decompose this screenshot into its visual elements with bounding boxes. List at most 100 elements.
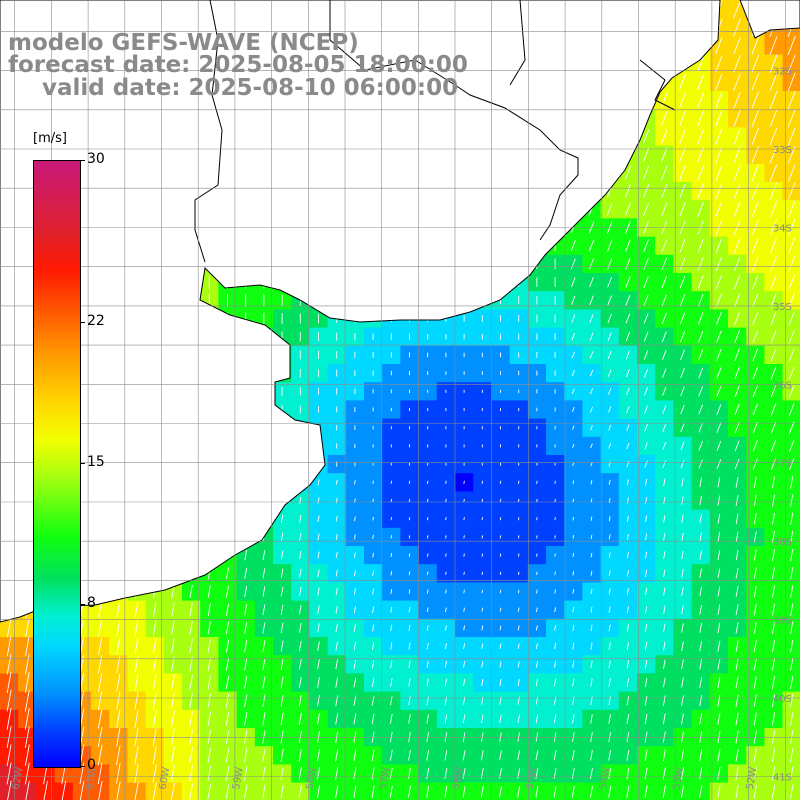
wind-arrow xyxy=(462,714,466,724)
wind-arrow xyxy=(733,183,741,199)
wind-arrow xyxy=(699,604,703,615)
wind-arrow xyxy=(716,330,722,343)
wind-arrow xyxy=(98,655,103,674)
wind-arrow xyxy=(152,638,157,654)
wind-arrow xyxy=(280,532,284,542)
wind-arrow xyxy=(98,637,103,655)
wind-arrow xyxy=(770,293,777,308)
colorbar-tick xyxy=(80,322,85,323)
wind-arrow xyxy=(24,689,30,712)
wind-arrow xyxy=(645,533,648,541)
wind-arrow xyxy=(662,405,667,414)
wind-arrow xyxy=(680,749,685,762)
wind-arrow xyxy=(408,589,411,594)
wind-arrow xyxy=(608,424,612,431)
wind-arrow xyxy=(753,603,757,616)
wind-arrow xyxy=(626,624,630,632)
wind-arrow xyxy=(769,91,778,110)
wind-arrow xyxy=(372,570,375,576)
wind-arrow xyxy=(626,785,630,798)
wind-arrow xyxy=(152,602,157,618)
wind-arrow xyxy=(626,570,629,577)
wind-arrow xyxy=(171,692,175,709)
wind-arrow xyxy=(426,750,430,761)
wind-arrow xyxy=(643,331,649,342)
wind-arrow xyxy=(6,636,12,656)
wind-arrow xyxy=(462,750,466,761)
colorbar-tick xyxy=(80,766,85,767)
wind-arrow xyxy=(698,404,704,415)
wind-arrow xyxy=(787,109,796,128)
wind-arrow xyxy=(280,586,284,597)
wind-arrow xyxy=(734,367,740,380)
wind-arrow xyxy=(717,622,721,634)
wind-arrow xyxy=(661,349,667,360)
wind-arrow xyxy=(262,658,266,671)
wind-arrow xyxy=(644,605,648,614)
wind-arrow xyxy=(25,780,30,800)
wind-arrow xyxy=(733,36,741,55)
wind-arrow xyxy=(679,147,686,163)
longitude-label: 52W xyxy=(745,766,760,790)
wind-arrow xyxy=(426,714,429,724)
wind-arrow xyxy=(571,785,575,798)
wind-arrow xyxy=(408,714,411,724)
wind-arrow xyxy=(499,498,502,503)
wind-arrow xyxy=(679,238,686,253)
wind-arrow xyxy=(499,625,502,631)
wind-arrow xyxy=(626,588,629,595)
wind-arrow xyxy=(753,694,757,707)
wind-arrow xyxy=(680,386,685,397)
wind-arrow xyxy=(735,586,739,597)
wind-arrow xyxy=(499,607,502,612)
wind-arrow xyxy=(6,671,12,694)
wind-arrow xyxy=(680,349,685,361)
wind-arrow xyxy=(625,276,631,288)
wind-arrow xyxy=(753,748,757,762)
wind-arrow xyxy=(733,164,741,181)
wind-arrow xyxy=(463,517,465,521)
wind-arrow xyxy=(134,691,139,710)
wind-arrow xyxy=(680,423,685,433)
wind-arrow xyxy=(699,695,703,707)
wind-arrow xyxy=(680,767,685,780)
wind-arrow xyxy=(554,589,556,594)
wind-arrow xyxy=(262,640,266,652)
wind-arrow xyxy=(280,604,284,615)
wind-arrow xyxy=(25,654,30,675)
wind-arrow xyxy=(134,602,139,618)
wind-arrow xyxy=(207,585,211,598)
wind-arrow xyxy=(152,764,157,783)
wind-arrow xyxy=(61,780,67,800)
wind-arrow xyxy=(645,515,648,523)
wind-arrow xyxy=(699,767,703,780)
wind-arrow xyxy=(790,585,794,598)
wind-arrow xyxy=(608,660,611,669)
wind-arrow xyxy=(790,712,794,726)
wind-arrow xyxy=(588,239,595,252)
colorbar-tick xyxy=(80,604,85,605)
longitude-label: 54W xyxy=(598,766,613,790)
wind-arrow xyxy=(134,745,139,765)
model-title: modelo GEFS-WAVE (NCEP) xyxy=(8,30,359,56)
wind-arrow xyxy=(171,638,175,654)
wind-arrow xyxy=(790,512,794,525)
wind-arrow xyxy=(426,517,429,521)
wind-arrow xyxy=(697,257,704,271)
wind-arrow xyxy=(444,750,448,761)
wind-arrow xyxy=(371,713,375,725)
wind-arrow xyxy=(554,571,556,576)
wind-arrow xyxy=(207,603,211,617)
wind-arrow xyxy=(697,183,704,199)
wind-arrow xyxy=(571,407,575,412)
wind-arrow xyxy=(280,784,284,799)
wind-arrow xyxy=(170,746,175,764)
wind-arrow xyxy=(733,201,741,217)
latitude-label: 37S xyxy=(773,459,792,470)
wind-arrow xyxy=(353,606,356,614)
wind-arrow xyxy=(97,673,103,692)
wind-arrow xyxy=(771,639,776,653)
wind-arrow xyxy=(788,348,795,362)
wind-arrow xyxy=(753,622,757,634)
wind-arrow xyxy=(771,748,776,763)
